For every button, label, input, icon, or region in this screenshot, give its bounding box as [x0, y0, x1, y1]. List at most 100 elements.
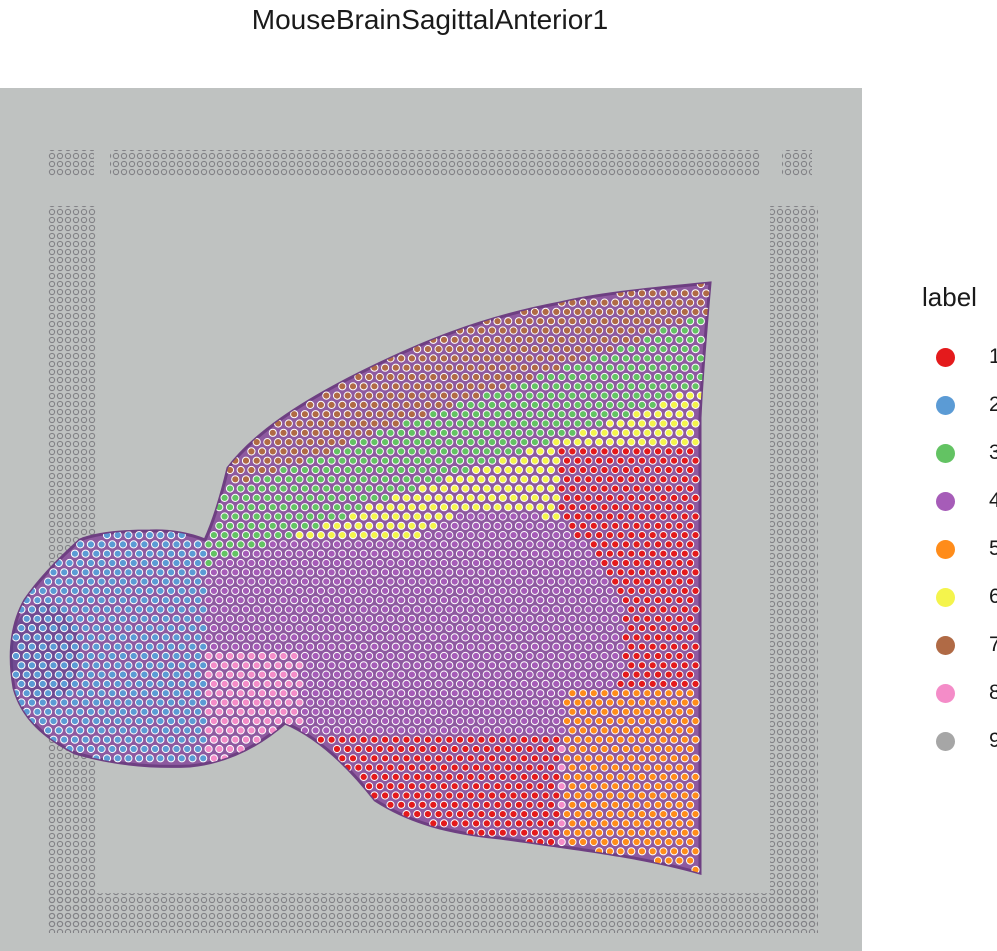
spot-cluster-4 [343, 633, 352, 642]
spot-cluster-4 [530, 512, 540, 521]
spot-cluster-5 [611, 763, 620, 772]
spot-cluster-4 [605, 679, 615, 689]
spot-cluster-4 [365, 577, 374, 586]
plot-title: MouseBrainSagittalAnterior1 [251, 4, 609, 35]
spot-cluster-7 [418, 354, 427, 363]
spot-cluster-7 [552, 345, 561, 354]
spot-cluster-6 [434, 512, 443, 521]
spot-cluster-4 [306, 549, 315, 558]
spot-cluster-3 [279, 521, 288, 530]
spot-cluster-8 [231, 661, 240, 670]
spot-cluster-2 [118, 670, 128, 679]
spot-cluster-3 [413, 419, 422, 428]
spot-cluster-5 [670, 791, 679, 800]
spot-cluster-7 [686, 298, 695, 307]
spot-cluster-4 [525, 614, 534, 623]
spot-cluster-4 [359, 642, 368, 651]
spot-cluster-2 [167, 624, 176, 633]
spot-cluster-2 [22, 670, 31, 679]
spot-cluster-7 [365, 391, 374, 400]
spot-cluster-6 [391, 512, 400, 521]
spot-cluster-4 [579, 577, 588, 586]
spot-cluster-1 [600, 503, 609, 512]
spot-cluster-6 [343, 521, 352, 530]
spot-cluster-4 [514, 540, 524, 549]
spot-cluster-4 [450, 651, 459, 661]
spot-cluster-2 [118, 707, 128, 716]
spot-cluster-1 [520, 772, 529, 782]
spot-cluster-4 [504, 707, 513, 716]
spot-cluster-4 [338, 605, 347, 614]
spot-cluster-4 [472, 633, 481, 642]
spot-cluster-1 [648, 568, 657, 577]
spot-cluster-2 [44, 707, 53, 716]
spot-cluster-4 [375, 651, 384, 661]
spot-cluster-1 [514, 744, 524, 754]
spot-cluster-5 [584, 717, 593, 726]
spot-cluster-7 [241, 475, 251, 484]
spot-cluster-3 [514, 410, 524, 419]
spot-cluster-2 [65, 689, 74, 698]
spot-cluster-7 [466, 345, 475, 354]
spot-cluster-4 [498, 642, 507, 651]
spot-cluster-5 [579, 689, 588, 698]
spot-cluster-2 [193, 689, 202, 698]
spot-cluster-1 [627, 642, 636, 651]
spot-cluster-4 [365, 596, 374, 605]
spot-cluster-3 [600, 372, 609, 382]
spot-cluster-2 [161, 558, 170, 568]
spot-cluster-3 [279, 484, 288, 493]
spot-cluster-3 [306, 475, 315, 484]
spot-cluster-4 [455, 717, 465, 726]
spot-cluster-2 [17, 642, 26, 651]
spot-cluster-4 [274, 568, 283, 577]
spot-cluster-2 [172, 596, 181, 605]
spot-cluster-4 [348, 698, 358, 707]
spot-cluster-5 [632, 819, 641, 828]
spot-cluster-3 [225, 540, 235, 549]
spot-cluster-3 [209, 549, 218, 558]
spot-cluster-8 [290, 689, 299, 698]
spot-cluster-1 [595, 549, 604, 558]
spot-cluster-1 [472, 763, 481, 772]
spot-cluster-4 [546, 651, 556, 661]
spot-cluster-2 [70, 642, 80, 651]
spot-cluster-4 [434, 717, 443, 726]
spot-cluster-1 [670, 568, 679, 577]
spot-cluster-2 [129, 577, 138, 586]
spot-cluster-4 [290, 633, 299, 642]
spot-cluster-1 [664, 465, 673, 475]
spot-cluster-7 [541, 307, 550, 316]
spot-cluster-4 [504, 558, 513, 568]
spot-cluster-7 [637, 289, 647, 298]
spot-cluster-2 [22, 651, 31, 661]
spot-cluster-1 [386, 782, 395, 791]
spot-cluster-4 [215, 633, 224, 642]
spot-cluster-5 [579, 782, 588, 791]
spot-layer [11, 283, 710, 873]
spot-cluster-4 [541, 605, 550, 614]
spot-cluster-7 [611, 317, 620, 326]
spot-cluster-2 [113, 661, 122, 670]
spot-cluster-3 [664, 335, 673, 344]
spot-cluster-4 [504, 670, 513, 679]
spot-cluster-3 [600, 391, 609, 400]
spot-cluster-4 [504, 596, 513, 605]
spot-cluster-3 [504, 447, 513, 456]
spot-cluster-1 [680, 624, 689, 633]
spot-cluster-4 [274, 605, 283, 614]
spot-cluster-2 [199, 586, 208, 595]
spot-cluster-4 [455, 605, 465, 614]
spot-cluster-4 [327, 586, 336, 595]
spot-cluster-1 [391, 772, 400, 782]
spot-cluster-2 [188, 642, 197, 651]
spot-cluster-6 [530, 475, 540, 484]
spot-cluster-4 [552, 586, 561, 595]
spot-cluster-6 [439, 484, 449, 493]
spot-cluster-1 [680, 512, 689, 521]
spot-cluster-4 [311, 726, 320, 735]
spot-cluster-2 [135, 549, 144, 558]
spot-cluster-7 [423, 382, 432, 391]
spot-cluster-6 [348, 531, 358, 540]
legend-item-8: 8 [922, 669, 997, 717]
